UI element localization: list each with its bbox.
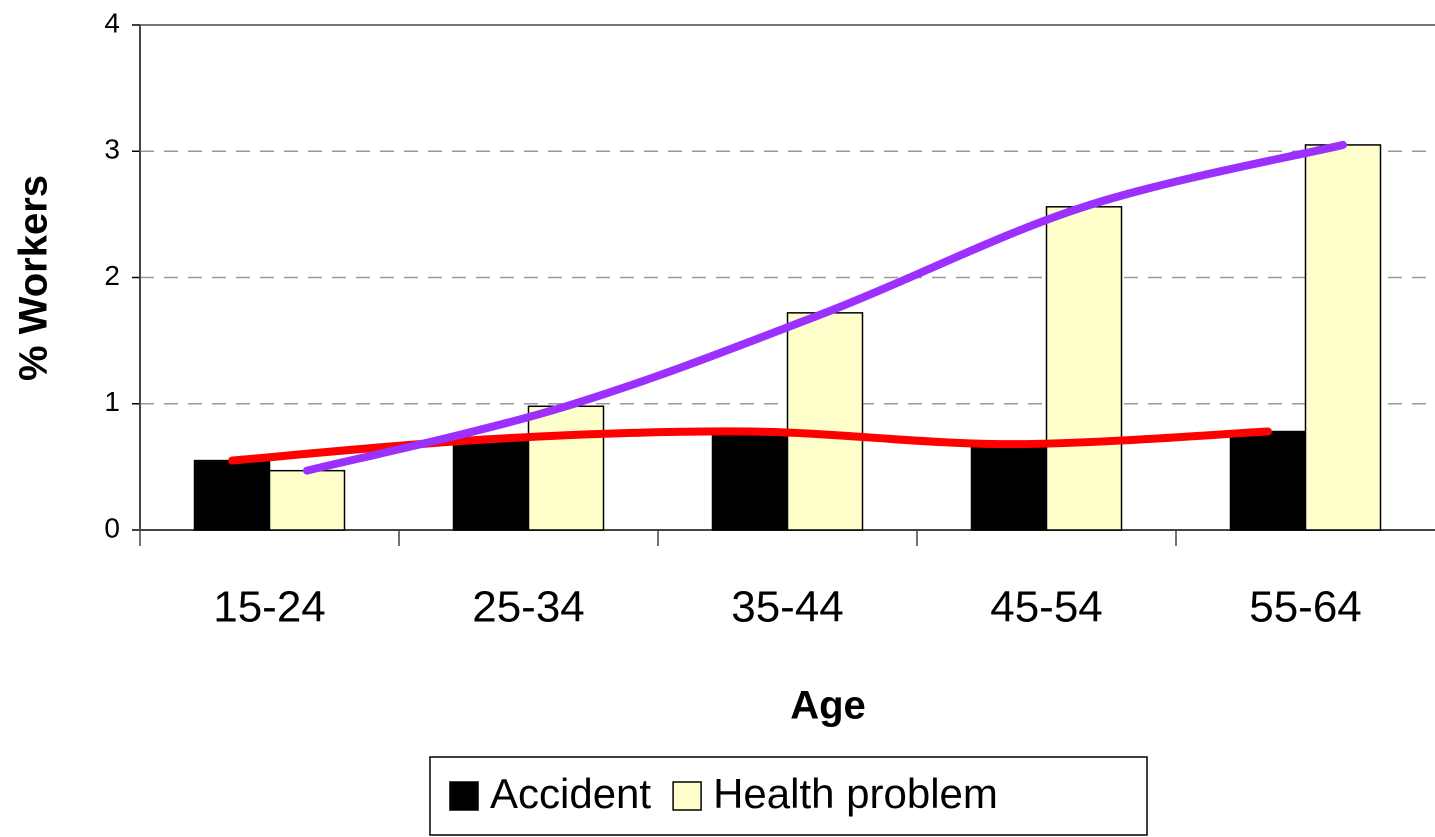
- bar: [1045, 206, 1123, 531]
- bar: [1229, 430, 1307, 531]
- y-tick-label: 1: [104, 386, 120, 417]
- y-tick-label: 3: [104, 134, 120, 165]
- bar: [193, 459, 271, 531]
- x-tick-label: 35-44: [731, 583, 844, 632]
- x-axis-title: Age: [790, 684, 866, 728]
- y-tick-label: 4: [104, 7, 120, 38]
- bar: [452, 438, 530, 531]
- legend-label: Health problem: [713, 770, 998, 817]
- trend-line: [303, 140, 1347, 475]
- bar: [268, 469, 346, 531]
- y-tick-label: 0: [104, 512, 120, 543]
- x-tick-label: 15-24: [213, 583, 326, 632]
- bar: [527, 405, 605, 531]
- y-axis-title: % Workers: [12, 175, 56, 381]
- x-tick-label: 45-54: [990, 583, 1103, 632]
- bar: [1304, 144, 1382, 531]
- legend-label: Accident: [490, 770, 651, 817]
- legend-swatch: [672, 781, 702, 811]
- bar: [711, 430, 789, 531]
- bar: [970, 443, 1048, 531]
- legend-swatch: [449, 781, 479, 811]
- bar: [786, 312, 864, 531]
- x-tick-label: 25-34: [472, 583, 585, 632]
- legend-box: [429, 756, 1148, 836]
- y-tick-label: 2: [104, 260, 120, 291]
- x-tick-label: 55-64: [1249, 583, 1362, 632]
